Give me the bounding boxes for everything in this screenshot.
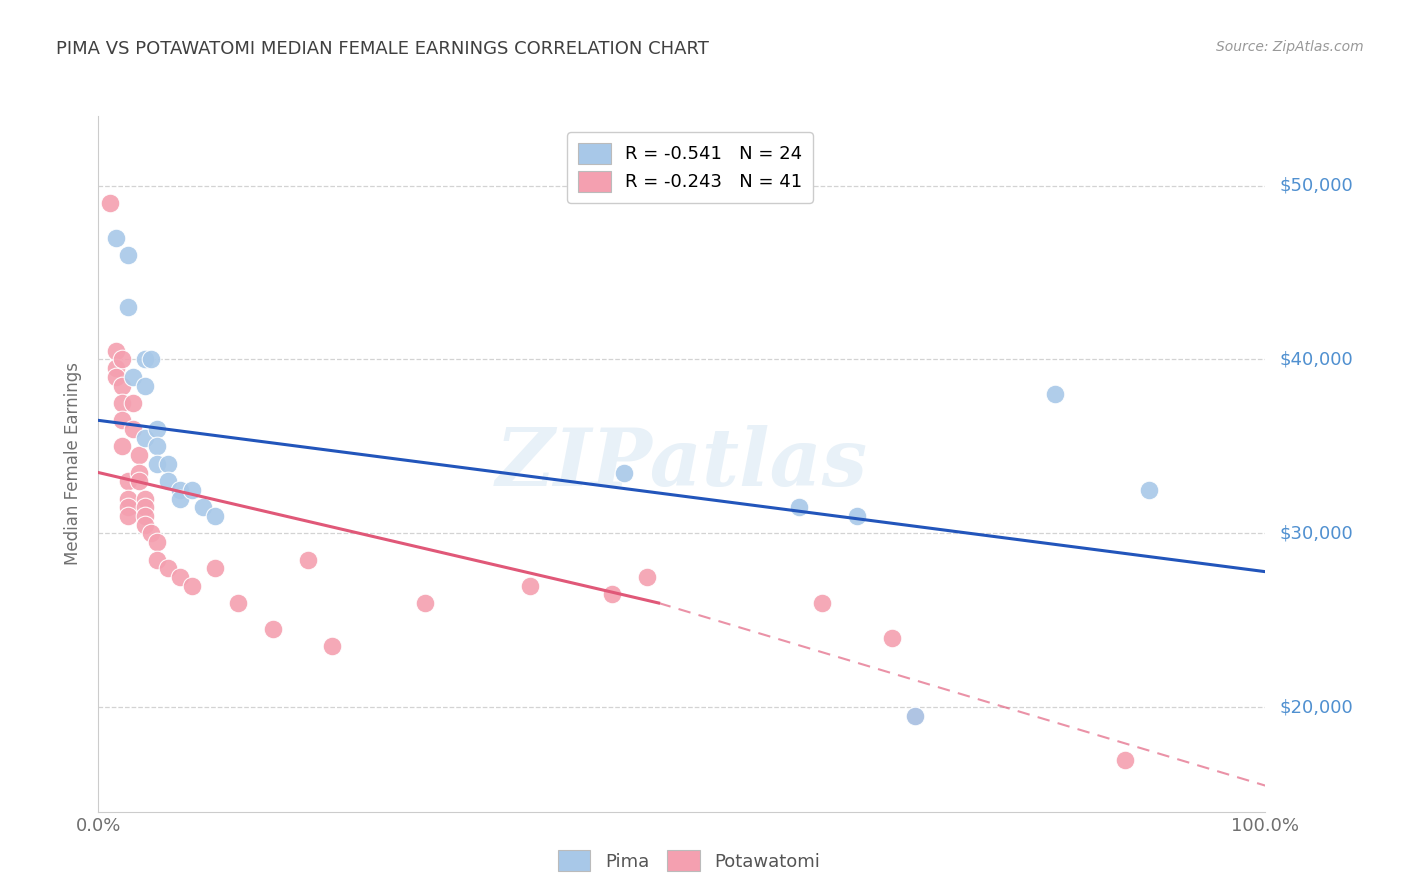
Point: [111, 413, 134, 427]
Point: [146, 440, 169, 454]
Point: [845, 508, 868, 523]
Point: [904, 709, 927, 723]
Text: $40,000: $40,000: [1279, 351, 1353, 368]
Point: [204, 561, 226, 575]
Point: [134, 491, 156, 506]
Point: [1045, 387, 1067, 401]
Point: [204, 508, 226, 523]
Point: [262, 622, 284, 636]
Point: [104, 369, 127, 384]
Point: [169, 491, 191, 506]
Point: [134, 517, 156, 532]
Point: [134, 378, 156, 392]
Point: [180, 579, 202, 593]
Point: [321, 640, 343, 654]
Point: [111, 440, 134, 454]
Legend: Pima, Potawatomi: Pima, Potawatomi: [551, 843, 827, 879]
Point: [413, 596, 436, 610]
Point: [1137, 483, 1160, 497]
Text: ZIPatlas: ZIPatlas: [496, 425, 868, 502]
Point: [111, 352, 134, 367]
Text: PIMA VS POTAWATOMI MEDIAN FEMALE EARNINGS CORRELATION CHART: PIMA VS POTAWATOMI MEDIAN FEMALE EARNING…: [56, 40, 709, 58]
Point: [111, 378, 134, 392]
Point: [519, 579, 541, 593]
Point: [880, 631, 903, 645]
Point: [811, 596, 834, 610]
Point: [139, 352, 162, 367]
Point: [128, 448, 150, 462]
Point: [117, 475, 139, 489]
Point: [612, 466, 634, 480]
Point: [787, 500, 810, 515]
Point: [157, 561, 180, 575]
Point: [157, 475, 180, 489]
Y-axis label: Median Female Earnings: Median Female Earnings: [65, 362, 83, 566]
Point: [134, 508, 156, 523]
Point: [128, 466, 150, 480]
Point: [636, 570, 658, 584]
Point: [117, 491, 139, 506]
Point: [139, 526, 162, 541]
Point: [98, 195, 121, 210]
Point: [180, 483, 202, 497]
Point: [1114, 753, 1136, 767]
Text: Source: ZipAtlas.com: Source: ZipAtlas.com: [1216, 40, 1364, 54]
Point: [104, 361, 127, 376]
Point: [134, 352, 156, 367]
Point: [117, 500, 139, 515]
Point: [146, 535, 169, 549]
Point: [122, 422, 145, 436]
Point: [134, 500, 156, 515]
Point: [111, 396, 134, 410]
Point: [904, 709, 927, 723]
Point: [117, 508, 139, 523]
Legend: R = -0.541   N = 24, R = -0.243   N = 41: R = -0.541 N = 24, R = -0.243 N = 41: [567, 132, 813, 202]
Point: [157, 457, 180, 471]
Point: [228, 596, 250, 610]
Text: $30,000: $30,000: [1279, 524, 1353, 542]
Point: [600, 587, 623, 601]
Point: [122, 369, 145, 384]
Point: [117, 300, 139, 315]
Point: [134, 431, 156, 445]
Point: [297, 552, 319, 566]
Point: [146, 552, 169, 566]
Point: [122, 396, 145, 410]
Point: [104, 230, 127, 244]
Point: [146, 457, 169, 471]
Point: [169, 483, 191, 497]
Point: [117, 248, 139, 262]
Text: $20,000: $20,000: [1279, 698, 1353, 716]
Point: [169, 570, 191, 584]
Point: [193, 500, 215, 515]
Text: $50,000: $50,000: [1279, 177, 1353, 194]
Point: [104, 343, 127, 358]
Point: [128, 475, 150, 489]
Point: [146, 422, 169, 436]
